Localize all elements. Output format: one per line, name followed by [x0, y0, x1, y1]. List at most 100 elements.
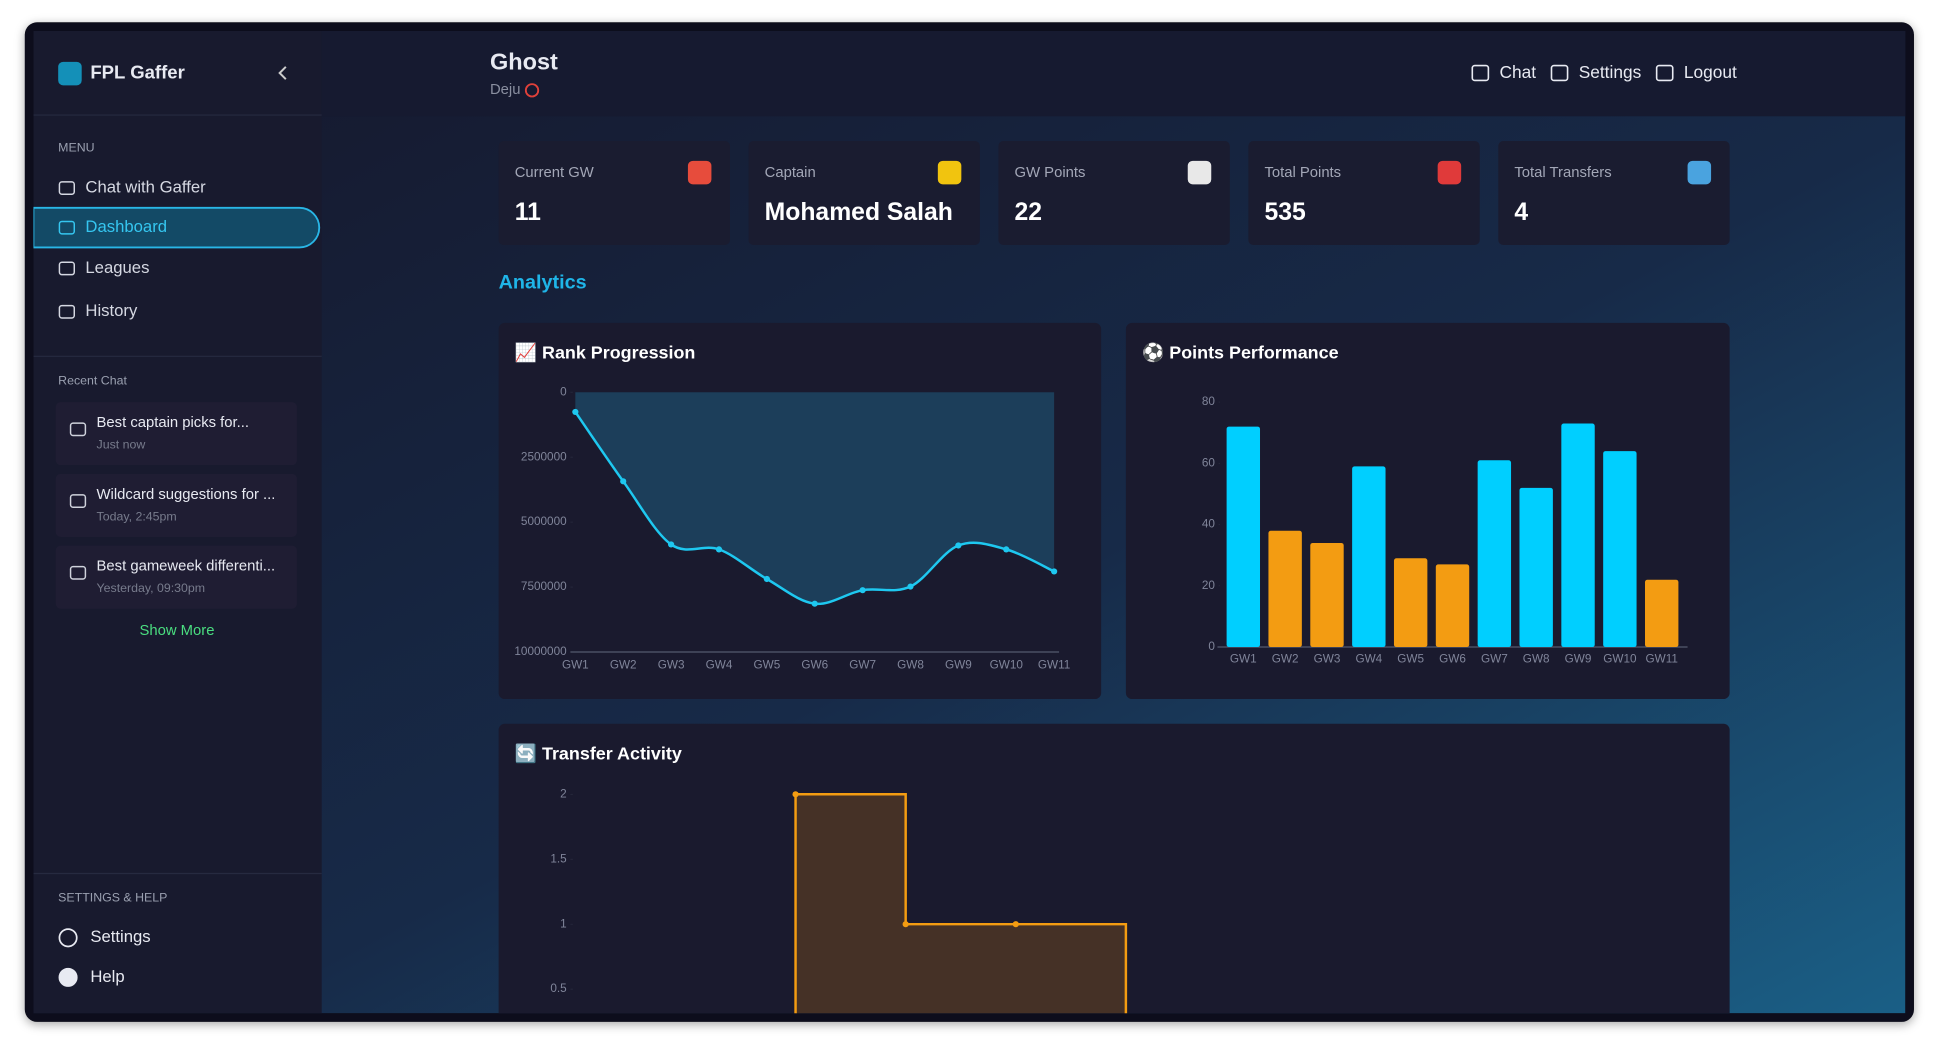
x-tick-label: GW11: [1645, 653, 1677, 666]
stat-icon: [1687, 160, 1712, 185]
y-tick-label: 0.5: [550, 982, 567, 995]
point: [1012, 921, 1019, 928]
point: [907, 583, 914, 590]
stat-value: 22: [1015, 199, 1043, 226]
bar: [1645, 579, 1679, 648]
footer-item[interactable]: Settings: [90, 927, 150, 946]
recent-chat-card[interactable]: [55, 402, 297, 466]
stat-label: GW Points: [1015, 165, 1086, 181]
collapse-button[interactable]: [278, 66, 287, 80]
y-tick-label: 0: [1208, 640, 1215, 653]
stat-value: 535: [1264, 199, 1306, 226]
recent-label: Recent Chat: [58, 373, 127, 387]
y-tick-label: 7500000: [521, 580, 567, 593]
x-tick-label: GW2: [610, 659, 637, 672]
header-action[interactable]: Chat: [1500, 62, 1537, 82]
y-tick-label: 20: [1202, 579, 1216, 592]
x-tick-label: GW4: [1355, 653, 1382, 666]
bar: [1477, 460, 1512, 648]
y-tick-label: 5000000: [521, 515, 567, 528]
x-tick-label: GW8: [1523, 653, 1550, 666]
chat-icon: [69, 422, 87, 437]
recent-chat-time: Just now: [97, 438, 146, 452]
recent-chat-time: Yesterday, 09:30pm: [97, 581, 206, 595]
y-tick-label: 2500000: [521, 450, 567, 463]
line: [794, 793, 1128, 1014]
chart-panel: 🔄 Transfer Activity00.511.52GW1GW2GW3GW4…: [498, 723, 1730, 1051]
x-tick-label: GW5: [1397, 653, 1424, 666]
x-tick-label: GW11: [1038, 659, 1070, 672]
bar: [1310, 542, 1344, 648]
y-tick-label: 40: [1202, 518, 1216, 531]
stat-value: Mohamed Salah: [765, 199, 953, 226]
y-tick-label: 1.5: [550, 852, 567, 865]
y-axis: 0 2500000 5000000 7500000 10000000: [514, 385, 567, 658]
chart-panel: ⚽ Points Performance 0 20 40 60 80 GW1 GW2 GW3 GW…: [1125, 322, 1730, 700]
bar: [1519, 487, 1553, 648]
y-tick-label: 0: [560, 385, 567, 398]
header-action[interactable]: Logout: [1684, 62, 1737, 82]
menu-label: MENU: [58, 141, 94, 155]
action-icon: [1471, 64, 1490, 82]
y-tick-label: 80: [1202, 395, 1216, 408]
x-tick-label: GW2: [1272, 653, 1299, 666]
action-icon: [1655, 64, 1674, 82]
y-tick-label: 2: [560, 787, 567, 800]
header-action[interactable]: Settings: [1579, 62, 1642, 82]
area: [795, 794, 1126, 1014]
stat-label: Current GW: [515, 165, 594, 181]
footer-item[interactable]: Help: [90, 967, 124, 986]
menu-item[interactable]: Leagues: [85, 258, 149, 277]
x-tick-label: GW1: [1230, 653, 1257, 666]
header-bar: [321, 30, 1906, 117]
menu-icon: [58, 304, 76, 319]
stat-card: [748, 141, 980, 245]
page-title: Ghost: [490, 48, 558, 74]
stat-icon: [937, 160, 962, 185]
recent-chat-card[interactable]: [55, 545, 297, 609]
recent-chat-card[interactable]: [55, 473, 297, 537]
stat-icon: [1437, 160, 1462, 185]
point: [763, 575, 770, 583]
x-tick-label: GW6: [801, 659, 828, 672]
y-tick-label: 10000000: [514, 645, 567, 658]
menu-icon: [58, 181, 76, 195]
action-icon: [1550, 64, 1569, 82]
bar: [1603, 451, 1637, 648]
x-tick-label: GW5: [753, 659, 780, 672]
stat-label: Total Transfers: [1514, 165, 1611, 181]
menu-item[interactable]: Dashboard: [85, 217, 167, 236]
x-tick-label: GW9: [945, 659, 972, 672]
x-tick-label: GW10: [1603, 653, 1637, 666]
show-more[interactable]: Show More: [139, 623, 214, 639]
recent-chat-title: Best captain picks for...: [97, 415, 249, 431]
menu-item[interactable]: History: [85, 301, 138, 320]
point: [572, 408, 579, 416]
logo: [58, 61, 82, 86]
x-tick-label: GW8: [897, 659, 924, 672]
y-tick-label: 0: [560, 1047, 567, 1051]
point: [811, 600, 818, 607]
menu-icon: [58, 220, 76, 235]
chart-title: ⚽ Points Performance: [1141, 342, 1339, 363]
x-tick-label: GW9: [1565, 653, 1592, 666]
stat-card: [1498, 141, 1730, 245]
point: [715, 546, 723, 553]
x-tick-label: GW10: [990, 659, 1024, 672]
bar: [1561, 423, 1595, 648]
stat-label: Captain: [765, 165, 816, 181]
recent-chat-title: Best gameweek differenti...: [97, 559, 276, 575]
point: [859, 587, 866, 594]
bar: [1393, 558, 1428, 648]
point: [667, 541, 675, 548]
area: [575, 392, 1055, 604]
stat-icon: [1187, 160, 1212, 185]
footer-icon: [58, 928, 78, 948]
stat-value: 11: [515, 199, 541, 226]
x-tick-label: GW7: [849, 659, 876, 672]
stat-card: [998, 141, 1230, 245]
y-tick-label: 60: [1202, 456, 1216, 469]
menu-item[interactable]: Chat with Gaffer: [85, 177, 206, 196]
chat-icon: [69, 565, 87, 580]
